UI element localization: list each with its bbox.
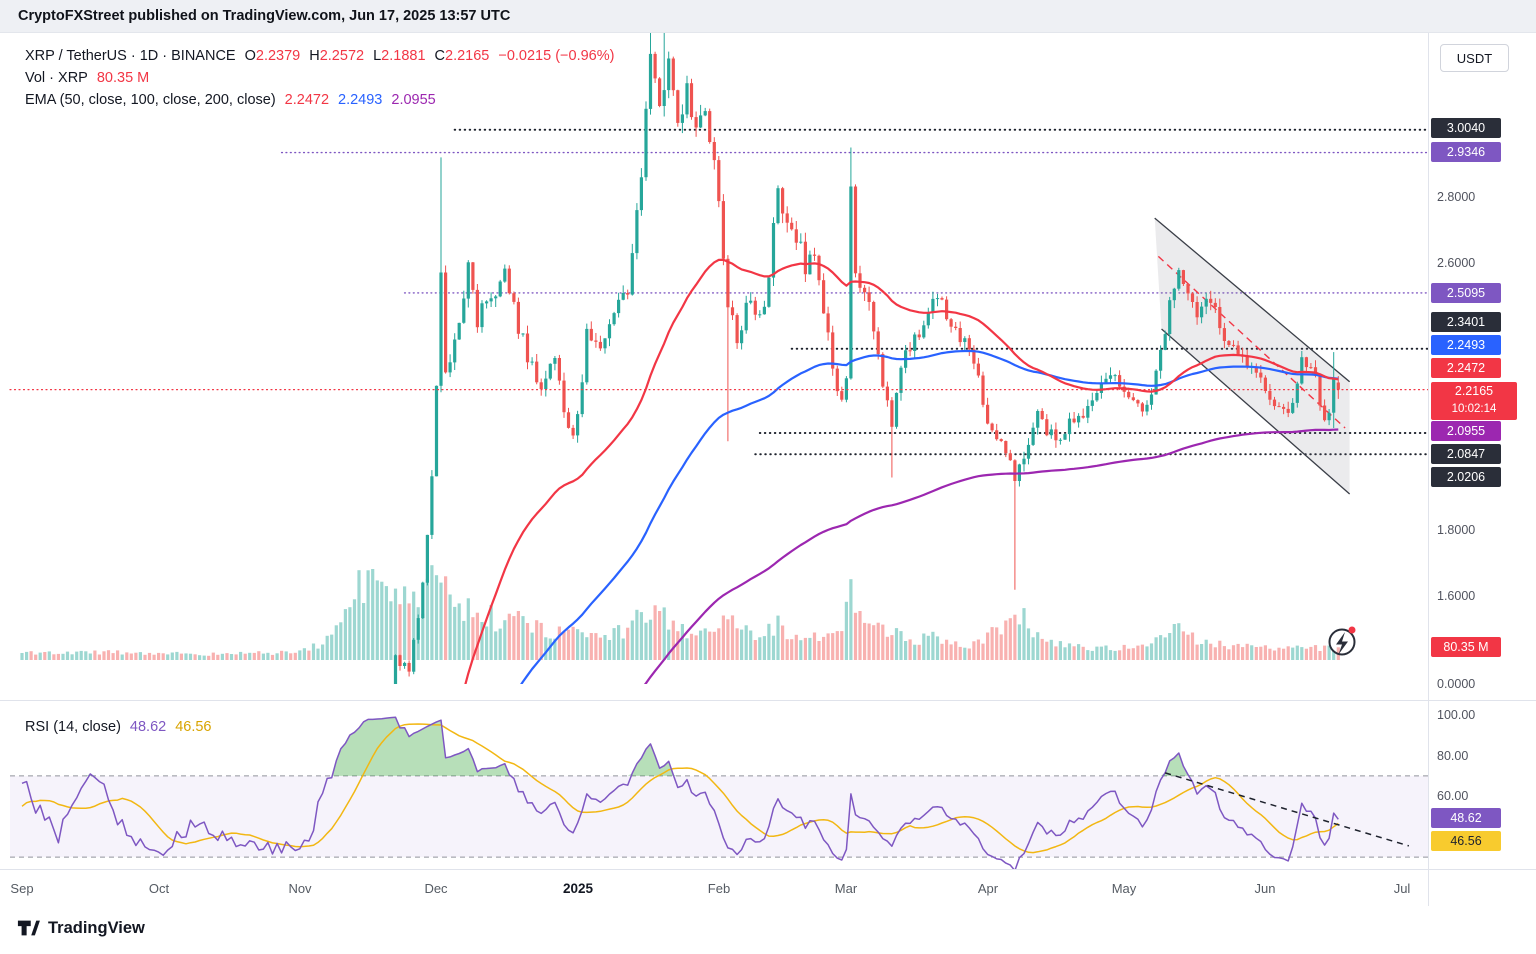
ema-row: EMA (50, close, 100, close, 200, close) …	[25, 89, 614, 111]
rsi-pane	[10, 716, 1428, 869]
horizontal-levels	[280, 128, 1428, 456]
month-label-2025: 2025	[562, 881, 594, 896]
low-value: 2.1881	[381, 48, 426, 64]
rsi-value: 48.62	[129, 719, 167, 735]
ema-lines	[464, 258, 1339, 684]
tradingview-wordmark: TradingView	[48, 918, 145, 937]
ema50-value: 2.2472	[284, 92, 330, 108]
ohlc-open: O2.2379	[244, 48, 301, 64]
month-label-Feb: Feb	[707, 881, 731, 896]
close-value: 2.2165	[445, 48, 490, 64]
month-label-Dec: Dec	[424, 881, 448, 896]
rsi-ma-value: 46.56	[175, 719, 212, 735]
time-axis[interactable]: Sep Oct Nov Dec 2025 Feb Mar Apr May Jun Jul	[0, 870, 1536, 906]
ohlc-high: H2.2572	[309, 48, 365, 64]
month-label-May: May	[1111, 881, 1137, 896]
month-label-Mar: Mar	[834, 881, 858, 896]
volume-value: 80.35 M	[96, 70, 150, 86]
volume-bars	[20, 565, 1340, 660]
ema-label[interactable]: EMA (50, close, 100, close, 200, close)	[25, 92, 276, 108]
month-label-Sep: Sep	[10, 881, 34, 896]
attribution-text: CryptoFXStreet published on TradingView.…	[18, 8, 511, 24]
symbol-row: XRP / TetherUS · 1D · BINANCE O2.2379 H2…	[25, 45, 614, 67]
symbol-title[interactable]: XRP / TetherUS · 1D · BINANCE	[25, 48, 236, 64]
ema100-value: 2.2493	[338, 92, 383, 108]
ema200-value: 2.0955	[391, 92, 436, 108]
ohlc-close: C2.2165	[434, 48, 490, 64]
rsi-legend: RSI (14, close) 48.62 46.56	[25, 719, 212, 735]
change-value: −0.0215 (−0.96%)	[498, 48, 615, 64]
volume-row: Vol · XRP 80.35 M	[25, 67, 614, 89]
currency-button[interactable]: USDT	[1440, 44, 1509, 72]
tradingview-mark-icon	[17, 920, 40, 936]
chart-legend: XRP / TetherUS · 1D · BINANCE O2.2379 H2…	[25, 45, 614, 111]
volume-label[interactable]: Vol · XRP	[25, 70, 88, 86]
high-value: 2.2572	[319, 48, 365, 64]
month-label-Apr: Apr	[977, 881, 999, 896]
attribution-bar: CryptoFXStreet published on TradingView.…	[0, 0, 1536, 33]
open-value: 2.2379	[255, 48, 301, 64]
month-label-Oct: Oct	[148, 881, 170, 896]
month-label-Jun: Jun	[1254, 881, 1276, 896]
tradingview-logo[interactable]: TradingView	[16, 917, 145, 939]
boost-icon[interactable]	[1328, 626, 1356, 656]
pane-separators	[0, 33, 1536, 906]
ohlc-low: L2.1881	[373, 48, 426, 64]
month-label-Jul: Jul	[1393, 881, 1411, 896]
rsi-label[interactable]: RSI (14, close)	[25, 719, 121, 735]
candlesticks	[393, 33, 1340, 684]
month-label-Nov: Nov	[288, 881, 312, 896]
